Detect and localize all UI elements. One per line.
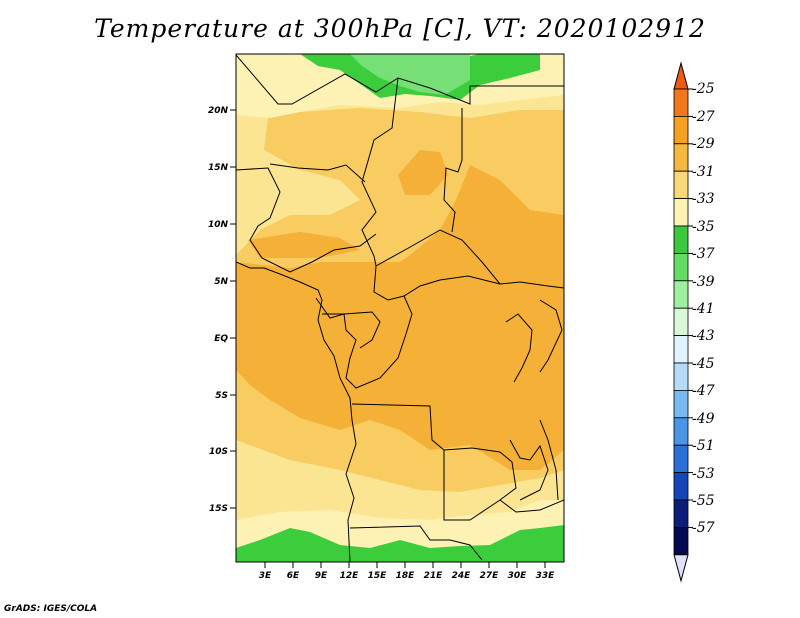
- colorbar-label: -37: [692, 246, 715, 262]
- colorbar-swatch: [673, 88, 689, 117]
- lon-label: 24E: [452, 571, 472, 581]
- lat-label: 5N: [214, 277, 228, 287]
- colorbar-label: -53: [692, 466, 715, 482]
- map-frame: [235, 53, 565, 563]
- colorbar-swatch: [673, 362, 689, 391]
- lat-label: 15S: [209, 504, 228, 514]
- band-37-south: [236, 525, 564, 562]
- lon-label: 30E: [508, 571, 528, 581]
- country-borders: [236, 54, 564, 562]
- lon-ticks: [264, 562, 546, 568]
- colorbar-label: -55: [692, 493, 715, 509]
- colorbar-swatch: [673, 472, 689, 501]
- colorbar-swatch: [673, 335, 689, 364]
- band-29: [236, 165, 564, 470]
- colorbar-label: -33: [692, 191, 715, 207]
- temperature-field: [236, 54, 564, 562]
- colorbar-label: -29: [692, 136, 715, 152]
- colorbar-label: -35: [692, 219, 715, 235]
- lon-label: 9E: [315, 571, 328, 581]
- lat-labels: 20N 15N 10N 5N EQ 5S 10S 15S: [208, 106, 229, 514]
- colorbar-label: -45: [692, 356, 715, 372]
- colorbar-label: -51: [692, 438, 715, 454]
- colorbar-label: -57: [692, 520, 715, 536]
- colorbar-bottom-triangle: [673, 554, 689, 583]
- colorbar-label: -49: [692, 411, 715, 427]
- colorbar-label: -41: [692, 301, 715, 317]
- lon-label: 18E: [396, 571, 416, 581]
- colorbar-label: -25: [692, 81, 715, 97]
- band-39-north: [350, 54, 470, 95]
- colorbar-swatch: [673, 143, 689, 172]
- grads-credit: GrADS: IGES/COLA: [4, 604, 98, 614]
- colorbar-swatch: [673, 389, 689, 419]
- lon-label: 21E: [424, 571, 444, 581]
- colorbar-label: -43: [692, 328, 715, 344]
- colorbar-swatch: [673, 116, 689, 145]
- lat-ticks: [230, 109, 236, 509]
- colorbar-swatch: [673, 170, 689, 199]
- lat-label: 10S: [209, 447, 228, 457]
- lat-label: EQ: [214, 334, 228, 344]
- band-29-north: [398, 150, 448, 195]
- colorbar-swatch: [673, 225, 689, 254]
- lat-label: 20N: [208, 106, 229, 116]
- lon-labels: 3E 6E 9E 12E 15E 18E 21E 24E 27E 30E 33E: [259, 571, 555, 581]
- colorbar-swatch: [673, 417, 689, 446]
- colorbar-label: -39: [692, 274, 715, 290]
- lat-label: 10N: [208, 220, 229, 230]
- lon-label: 6E: [287, 571, 300, 581]
- colorbar-top-triangle: [673, 61, 689, 90]
- colorbar-swatch: [673, 280, 689, 309]
- lat-label: 15N: [208, 163, 229, 173]
- colorbar-swatch: [673, 252, 689, 282]
- lon-label: 33E: [536, 571, 556, 581]
- colorbar-swatch: [673, 307, 689, 337]
- colorbar-swatch: [673, 444, 689, 474]
- lon-label: 3E: [259, 571, 272, 581]
- colorbar: [673, 61, 693, 583]
- colorbar-label: -27: [692, 109, 715, 125]
- map-title: Temperature at 300hPa [C], VT: 202010291…: [94, 14, 706, 43]
- colorbar-swatch: [673, 527, 689, 556]
- colorbar-label: -47: [692, 383, 715, 399]
- colorbar-label: -31: [692, 164, 715, 180]
- lon-label: 15E: [368, 571, 388, 581]
- colorbar-swatch: [673, 499, 689, 528]
- colorbar-swatch: [673, 198, 689, 227]
- lat-label: 5S: [215, 391, 228, 401]
- lon-label: 27E: [480, 571, 500, 581]
- lon-label: 12E: [340, 571, 360, 581]
